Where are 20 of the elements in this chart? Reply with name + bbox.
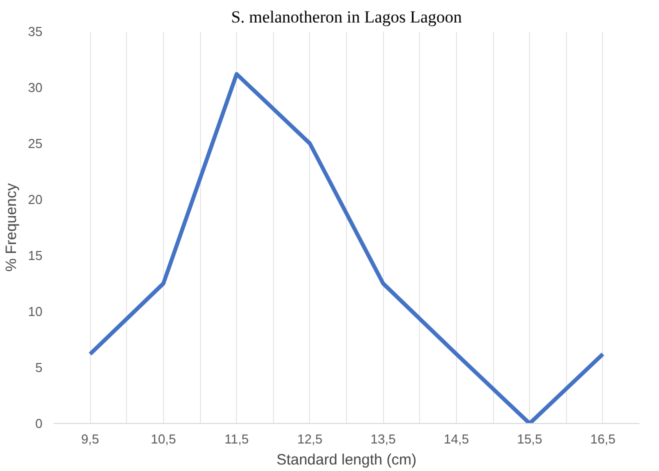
x-tick-label: 12,5 — [297, 432, 323, 446]
y-tick-label: 5 — [35, 360, 43, 375]
line-series — [88, 72, 605, 424]
x-tick-label: 9,5 — [81, 432, 100, 446]
y-tick-label: 20 — [28, 192, 43, 207]
y-tick-label: 30 — [28, 80, 43, 95]
y-tick-label: 35 — [28, 24, 43, 39]
y-tick-label: 0 — [35, 416, 43, 431]
y-tick-label: 25 — [28, 136, 43, 151]
x-tick-label: 11,5 — [224, 432, 249, 446]
y-tick-label: 15 — [28, 248, 43, 263]
x-tick-label: 16,5 — [590, 432, 616, 446]
chart-title: S. melanotheron in Lagos Lagoon — [231, 8, 462, 26]
y-tick-label: 10 — [28, 304, 43, 319]
x-tick-label: 15,5 — [516, 432, 542, 446]
x-axis-title: Standard length (cm) — [276, 452, 417, 468]
x-tick-label: 14,5 — [444, 432, 470, 446]
x-tick-label: 13,5 — [370, 432, 396, 446]
x-tick-label: 10,5 — [150, 432, 176, 446]
y-axis-title: % Frequency — [3, 182, 20, 272]
